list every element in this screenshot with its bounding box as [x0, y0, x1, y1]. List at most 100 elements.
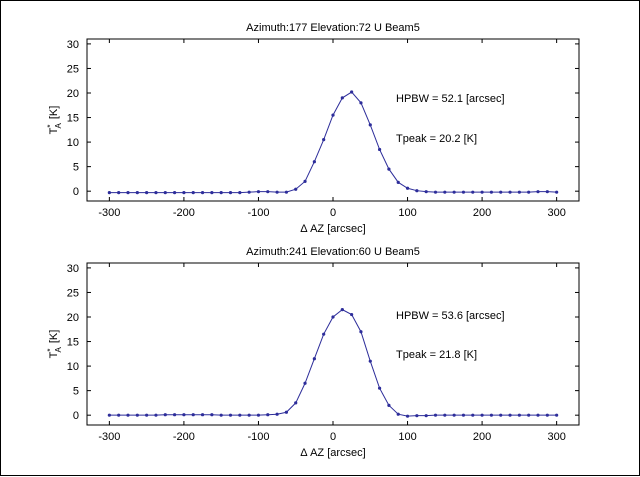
data-point [219, 413, 223, 417]
data-point [480, 190, 484, 194]
data-point [405, 186, 410, 190]
data-point [163, 191, 167, 195]
data-point [331, 113, 335, 117]
y-axis-label-1: T*A[K] [46, 106, 63, 135]
y-axis-label-2: T*A[K] [46, 330, 63, 359]
y-tick-label: 25 [67, 63, 79, 75]
data-point [256, 190, 261, 194]
data-point [489, 190, 494, 194]
y-tick-label: 0 [73, 186, 79, 198]
data-point [443, 413, 447, 417]
x-tick-label: -100 [247, 431, 269, 443]
data-point [499, 413, 503, 417]
data-point [396, 412, 400, 416]
data-point [489, 413, 494, 417]
data-point [424, 190, 428, 194]
data-point [275, 190, 279, 194]
data-point [359, 101, 363, 105]
data-point [238, 191, 242, 195]
data-point [471, 190, 475, 194]
x-tick-label: 200 [473, 431, 491, 443]
data-point [256, 413, 261, 417]
x-tick-label: -100 [247, 207, 269, 219]
data-point [377, 386, 382, 390]
data-point [312, 160, 316, 164]
data-point [163, 413, 167, 417]
data-point [340, 308, 344, 312]
x-tick-label: 100 [398, 207, 416, 219]
data-point [545, 190, 549, 194]
data-point [275, 412, 279, 416]
data-point [228, 413, 233, 417]
data-point [433, 190, 438, 194]
data-point [210, 413, 214, 417]
x-tick-label: 0 [330, 207, 336, 219]
data-point [368, 359, 372, 363]
data-point [433, 413, 438, 417]
data-point [284, 410, 289, 414]
data-point [154, 191, 158, 195]
data-point [368, 123, 372, 127]
y-tick-label: 0 [73, 410, 79, 422]
y-tick-label: 30 [67, 263, 79, 275]
data-point [452, 190, 456, 194]
x-tick-label: -300 [98, 207, 120, 219]
data-point [135, 413, 139, 417]
y-tick-label: 15 [67, 337, 79, 349]
hpbw-annotation: HPBW = 53.6 [arcsec] [396, 310, 505, 322]
data-point [480, 413, 484, 417]
x-tick-label: 300 [547, 207, 565, 219]
data-point [247, 413, 251, 417]
y-tick-label: 10 [67, 361, 79, 373]
data-point [200, 191, 205, 195]
data-point [294, 187, 298, 191]
data-point [331, 315, 335, 319]
data-point [126, 191, 130, 195]
data-point [172, 413, 177, 417]
data-point [517, 413, 521, 417]
data-point [191, 191, 195, 195]
data-point [266, 413, 270, 417]
hpbw-annotation: HPBW = 52.1 [arcsec] [396, 93, 505, 105]
data-point [508, 190, 512, 194]
data-point [154, 413, 158, 417]
data-point [238, 413, 242, 417]
plot-axes-box-2 [86, 262, 580, 426]
data-point [499, 190, 503, 194]
data-point [536, 190, 540, 194]
data-point [536, 413, 540, 417]
data-point [340, 96, 344, 100]
data-point [117, 413, 121, 417]
y-tick-label: 10 [67, 137, 79, 149]
plot-axes-box-1 [86, 38, 580, 202]
y-tick-label: 30 [67, 39, 79, 51]
x-tick-label: 0 [330, 431, 336, 443]
data-point [145, 413, 149, 417]
data-point [191, 413, 195, 417]
y-tick-label: 15 [67, 113, 79, 125]
data-point [471, 413, 475, 417]
data-point [527, 413, 531, 417]
data-point [322, 332, 326, 336]
data-point [107, 191, 111, 195]
data-point [424, 414, 428, 418]
data-point [517, 190, 521, 194]
data-point [228, 191, 233, 195]
x-tick-label: 300 [547, 431, 565, 443]
data-point [377, 147, 382, 152]
y-tick-label: 20 [67, 88, 79, 100]
data-point [135, 191, 139, 195]
data-point [415, 189, 419, 193]
x-axis-label-1: Δ AZ [arcsec] [300, 223, 365, 235]
data-point [126, 413, 130, 417]
x-tick-label: -200 [173, 431, 195, 443]
data-point [555, 413, 559, 417]
x-tick-label: 200 [473, 207, 491, 219]
data-point [247, 190, 251, 194]
data-point [172, 191, 177, 195]
tpeak-annotation: Tpeak = 20.2 [K] [396, 133, 477, 145]
data-point [387, 403, 391, 407]
data-point [182, 191, 186, 195]
